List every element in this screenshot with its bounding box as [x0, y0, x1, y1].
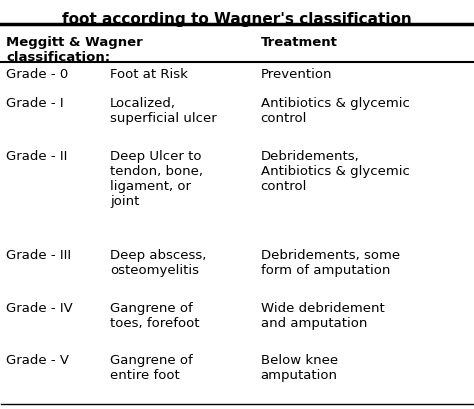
- Text: Grade - III: Grade - III: [6, 249, 71, 262]
- Text: Gangrene of
toes, forefoot: Gangrene of toes, forefoot: [110, 302, 199, 330]
- Text: Treatment: Treatment: [261, 36, 337, 49]
- Text: Deep abscess,
osteomyelitis: Deep abscess, osteomyelitis: [110, 249, 206, 277]
- Text: Grade - IV: Grade - IV: [6, 302, 73, 315]
- Text: Prevention: Prevention: [261, 67, 332, 81]
- Text: Localized,
superficial ulcer: Localized, superficial ulcer: [110, 97, 217, 125]
- Text: Deep Ulcer to
tendon, bone,
ligament, or
joint: Deep Ulcer to tendon, bone, ligament, or…: [110, 150, 203, 208]
- Text: Meggitt & Wagner
classification:: Meggitt & Wagner classification:: [6, 36, 143, 64]
- Text: Antibiotics & glycemic
control: Antibiotics & glycemic control: [261, 97, 410, 125]
- Text: Below knee
amputation: Below knee amputation: [261, 355, 337, 382]
- Text: Debridements, some
form of amputation: Debridements, some form of amputation: [261, 249, 400, 277]
- Text: Wide debridement
and amputation: Wide debridement and amputation: [261, 302, 384, 330]
- Text: Foot at Risk: Foot at Risk: [110, 67, 188, 81]
- Text: Grade - 0: Grade - 0: [6, 67, 68, 81]
- Text: Gangrene of
entire foot: Gangrene of entire foot: [110, 355, 192, 382]
- Text: foot according to Wagner's classification: foot according to Wagner's classificatio…: [62, 11, 412, 27]
- Text: Grade - II: Grade - II: [6, 150, 67, 163]
- Text: Grade - V: Grade - V: [6, 355, 69, 367]
- Text: Grade - I: Grade - I: [6, 97, 64, 110]
- Text: Debridements,
Antibiotics & glycemic
control: Debridements, Antibiotics & glycemic con…: [261, 150, 410, 193]
